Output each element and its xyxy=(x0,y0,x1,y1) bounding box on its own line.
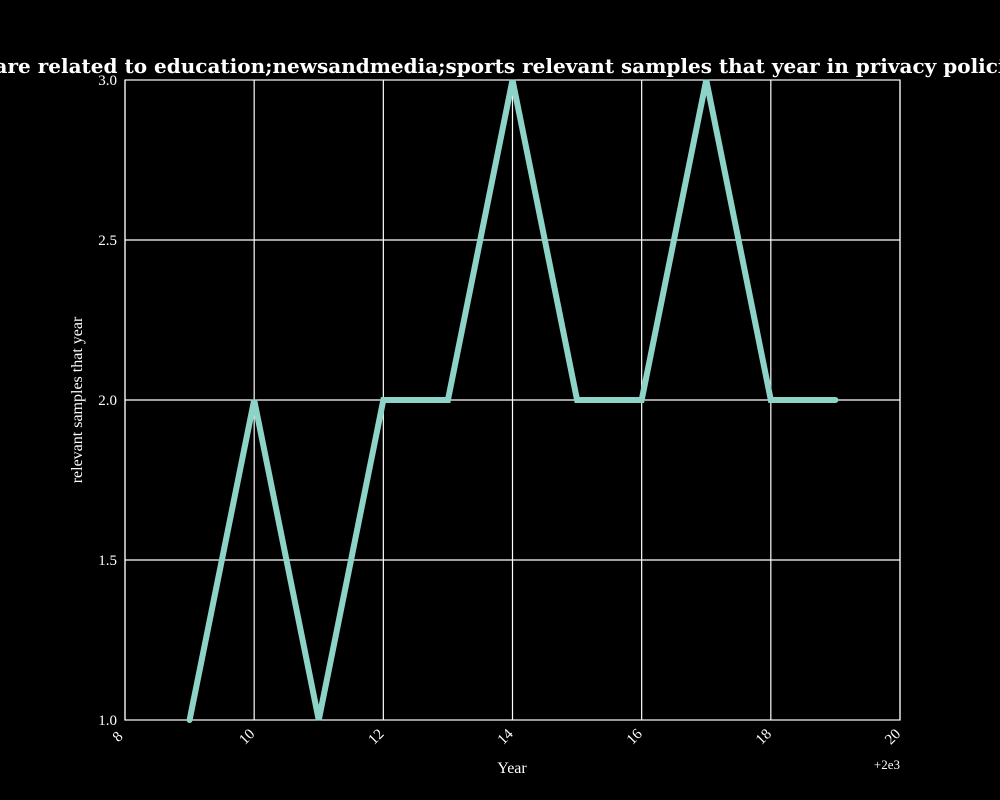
x-tick-label: 20 xyxy=(882,726,904,748)
data-point xyxy=(189,719,191,721)
y-tick-label: 2.5 xyxy=(98,233,117,249)
y-tick-label: 2.0 xyxy=(98,393,117,409)
y-tick-labels: 1.0 1.5 2.0 2.5 3.0 xyxy=(98,73,117,729)
x-tick-labels: 8 10 12 14 16 18 20 xyxy=(110,726,904,748)
x-axis-offset-label: +2e3 xyxy=(874,757,900,772)
x-tick-label: 18 xyxy=(753,726,775,748)
y-tick-label: 3.0 xyxy=(98,73,117,89)
x-tick-label: 10 xyxy=(236,726,258,748)
data-point xyxy=(253,399,255,401)
chart-title: n categories are related to education;ne… xyxy=(0,54,1000,78)
data-point xyxy=(705,79,707,81)
x-tick-label: 14 xyxy=(495,726,517,748)
data-point xyxy=(512,79,513,81)
x-tick-label: 12 xyxy=(366,726,388,748)
y-tick-label: 1.5 xyxy=(98,553,117,569)
series-layer xyxy=(186,79,839,723)
data-point xyxy=(770,399,772,401)
y-axis-label: relevant samples that year xyxy=(69,316,86,483)
data-point xyxy=(576,399,578,401)
data-point xyxy=(447,399,449,401)
data-point xyxy=(382,399,384,401)
data-point xyxy=(318,719,320,721)
data-point xyxy=(834,399,836,401)
y-tick-label: 1.0 xyxy=(98,713,117,729)
x-tick-label: 16 xyxy=(624,726,646,748)
data-point xyxy=(641,399,643,401)
x-tick-label: 8 xyxy=(110,729,127,746)
x-axis-label: Year xyxy=(497,760,527,777)
